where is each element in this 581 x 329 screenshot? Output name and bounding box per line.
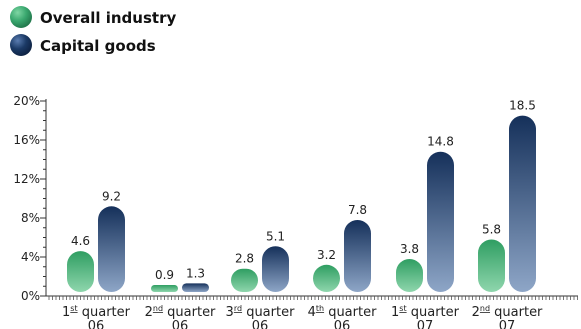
legend-swatch-capital-goods xyxy=(10,34,32,56)
bar-overall-industry xyxy=(478,239,505,292)
value-label: 3.2 xyxy=(317,248,336,262)
svg-text:06: 06 xyxy=(334,319,351,329)
bar-overall-industry xyxy=(396,258,423,292)
legend: Overall industry Capital goods xyxy=(10,6,176,56)
svg-text:4th quarter: 4th quarter xyxy=(308,304,378,320)
value-labels: 4.6 9.2 0.9 1.3 2.8 5.1 3.2 7.8 3.8 14.8 5.8 18.5 xyxy=(71,99,536,282)
x-axis xyxy=(46,295,578,300)
bar-capital-goods xyxy=(509,115,536,292)
y-axis: 0% 4% 8% 12% 16% 20% xyxy=(13,94,47,303)
value-label: 1.3 xyxy=(186,266,205,280)
value-label: 3.8 xyxy=(400,242,419,256)
bars xyxy=(67,115,536,292)
y-tick-label: 0% xyxy=(21,289,40,303)
legend-swatch-overall-industry xyxy=(10,6,32,28)
bar-capital-goods xyxy=(98,206,125,292)
bar-capital-goods xyxy=(182,283,209,292)
value-label: 4.6 xyxy=(71,234,90,248)
y-tick-label: 20% xyxy=(13,94,40,108)
legend-item-overall-industry: Overall industry xyxy=(10,6,176,28)
svg-text:06: 06 xyxy=(88,319,105,329)
bar-capital-goods xyxy=(427,151,454,292)
y-tick-label: 12% xyxy=(13,172,40,186)
bar-capital-goods xyxy=(262,246,289,292)
value-label: 0.9 xyxy=(155,268,174,282)
value-label: 7.8 xyxy=(348,203,367,217)
svg-text:07: 07 xyxy=(417,319,434,329)
svg-text:1st quarter: 1st quarter xyxy=(62,304,131,320)
svg-text:07: 07 xyxy=(499,319,516,329)
svg-text:06: 06 xyxy=(172,319,189,329)
legend-label-capital-goods: Capital goods xyxy=(40,37,156,55)
bar-capital-goods xyxy=(344,219,371,292)
svg-text:2nd quarter: 2nd quarter xyxy=(472,304,543,320)
svg-text:3rd quarter: 3rd quarter xyxy=(226,304,296,320)
value-label: 9.2 xyxy=(102,189,121,203)
y-tick-label: 8% xyxy=(21,211,40,225)
value-label: 2.8 xyxy=(235,252,254,266)
y-tick-label: 16% xyxy=(13,133,40,147)
svg-text:06: 06 xyxy=(252,319,269,329)
value-label: 5.1 xyxy=(266,229,285,243)
svg-text:1st quarter: 1st quarter xyxy=(391,304,460,320)
bar-overall-industry xyxy=(313,264,340,292)
y-tick-label: 4% xyxy=(21,250,40,264)
bar-overall-industry xyxy=(67,251,94,292)
bar-overall-industry xyxy=(231,268,258,292)
value-label: 14.8 xyxy=(427,135,454,149)
svg-text:2nd quarter: 2nd quarter xyxy=(145,304,216,320)
bar-overall-industry xyxy=(151,285,178,292)
value-label: 5.8 xyxy=(482,222,501,236)
legend-label-overall-industry: Overall industry xyxy=(40,9,176,27)
value-label: 18.5 xyxy=(509,99,536,113)
legend-item-capital-goods: Capital goods xyxy=(10,34,156,56)
